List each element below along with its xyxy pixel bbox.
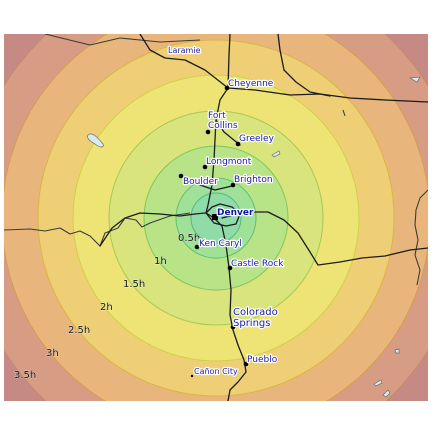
- city-marker-brighton[interactable]: [230, 182, 236, 188]
- city-markers: [178, 85, 249, 378]
- city-label-laramie[interactable]: Laramie: [167, 45, 202, 56]
- city-label-canon-city[interactable]: Cañon City: [193, 366, 239, 377]
- city-marker-pueblo[interactable]: [243, 361, 249, 367]
- highway: [99, 212, 206, 247]
- isochrone-label-3-5h: 3.5h: [14, 370, 36, 381]
- isochrone-labels: 0.5h 1h 1.5h 2h 2.5h 3h 3.5h: [14, 233, 201, 381]
- city-label-colorado-springs-line2[interactable]: Springs: [232, 317, 272, 330]
- city-label-cheyenne[interactable]: Cheyenne: [227, 78, 275, 90]
- state-border: [342, 109, 346, 117]
- city-label-ken-caryl[interactable]: Ken Caryl: [198, 238, 243, 250]
- city-label-greeley[interactable]: Greeley: [238, 133, 276, 145]
- highway: [277, 34, 331, 97]
- city-marker-fort-collins[interactable]: [205, 129, 211, 135]
- lake: [87, 133, 104, 148]
- highway: [205, 203, 241, 227]
- isochrone-label-1-5h: 1.5h: [123, 279, 145, 290]
- city-label-boulder[interactable]: Boulder: [182, 176, 220, 188]
- lake: [394, 348, 400, 354]
- highway: [215, 119, 241, 146]
- city-label-brighton[interactable]: Brighton: [233, 174, 274, 186]
- city-marker-cheyenne[interactable]: [224, 85, 230, 91]
- city-marker-ken-caryl[interactable]: [194, 244, 200, 250]
- city-marker-castle-rock[interactable]: [227, 265, 233, 271]
- city-marker-longmont[interactable]: [202, 164, 208, 170]
- city-label-longmont[interactable]: Longmont: [205, 156, 253, 168]
- city-marker-greeley[interactable]: [235, 141, 241, 147]
- lakes: [87, 76, 421, 398]
- state-border: [44, 34, 201, 46]
- highway: [221, 211, 428, 266]
- isochrone-label-1h: 1h: [154, 256, 167, 267]
- city-label-fort-collins-line2[interactable]: Collins: [207, 120, 239, 132]
- city-marker-denver[interactable]: [212, 214, 218, 220]
- state-borders: [4, 34, 428, 286]
- city-marker-boulder[interactable]: [178, 173, 184, 179]
- isochrone-label-2h: 2h: [100, 302, 113, 313]
- city-label-pueblo[interactable]: Pueblo: [246, 354, 279, 366]
- city-marker-canon-city[interactable]: [190, 374, 194, 378]
- isochrone-label-0-5h: 0.5h: [178, 233, 200, 244]
- state-border: [414, 189, 428, 286]
- city-label-fort-collins-line1[interactable]: Fort: [207, 110, 227, 122]
- highway: [139, 34, 428, 103]
- city-label-castle-rock[interactable]: Castle Rock: [230, 258, 286, 270]
- state-border: [4, 212, 191, 247]
- lake: [373, 379, 383, 387]
- isochrone-label-3h: 3h: [46, 348, 59, 359]
- isochrone-label-2-5h: 2.5h: [68, 325, 90, 336]
- lake: [408, 76, 421, 83]
- city-label-denver[interactable]: Denver: [216, 207, 255, 219]
- city-label-colorado-springs-line1[interactable]: Colorado: [232, 306, 279, 319]
- highway: [181, 175, 233, 191]
- lake: [271, 150, 281, 158]
- lake: [382, 389, 391, 398]
- city-marker-colorado-springs[interactable]: [230, 324, 236, 330]
- city-labels: Laramie Cheyenne Fort Collins Greeley Lo…: [167, 45, 286, 377]
